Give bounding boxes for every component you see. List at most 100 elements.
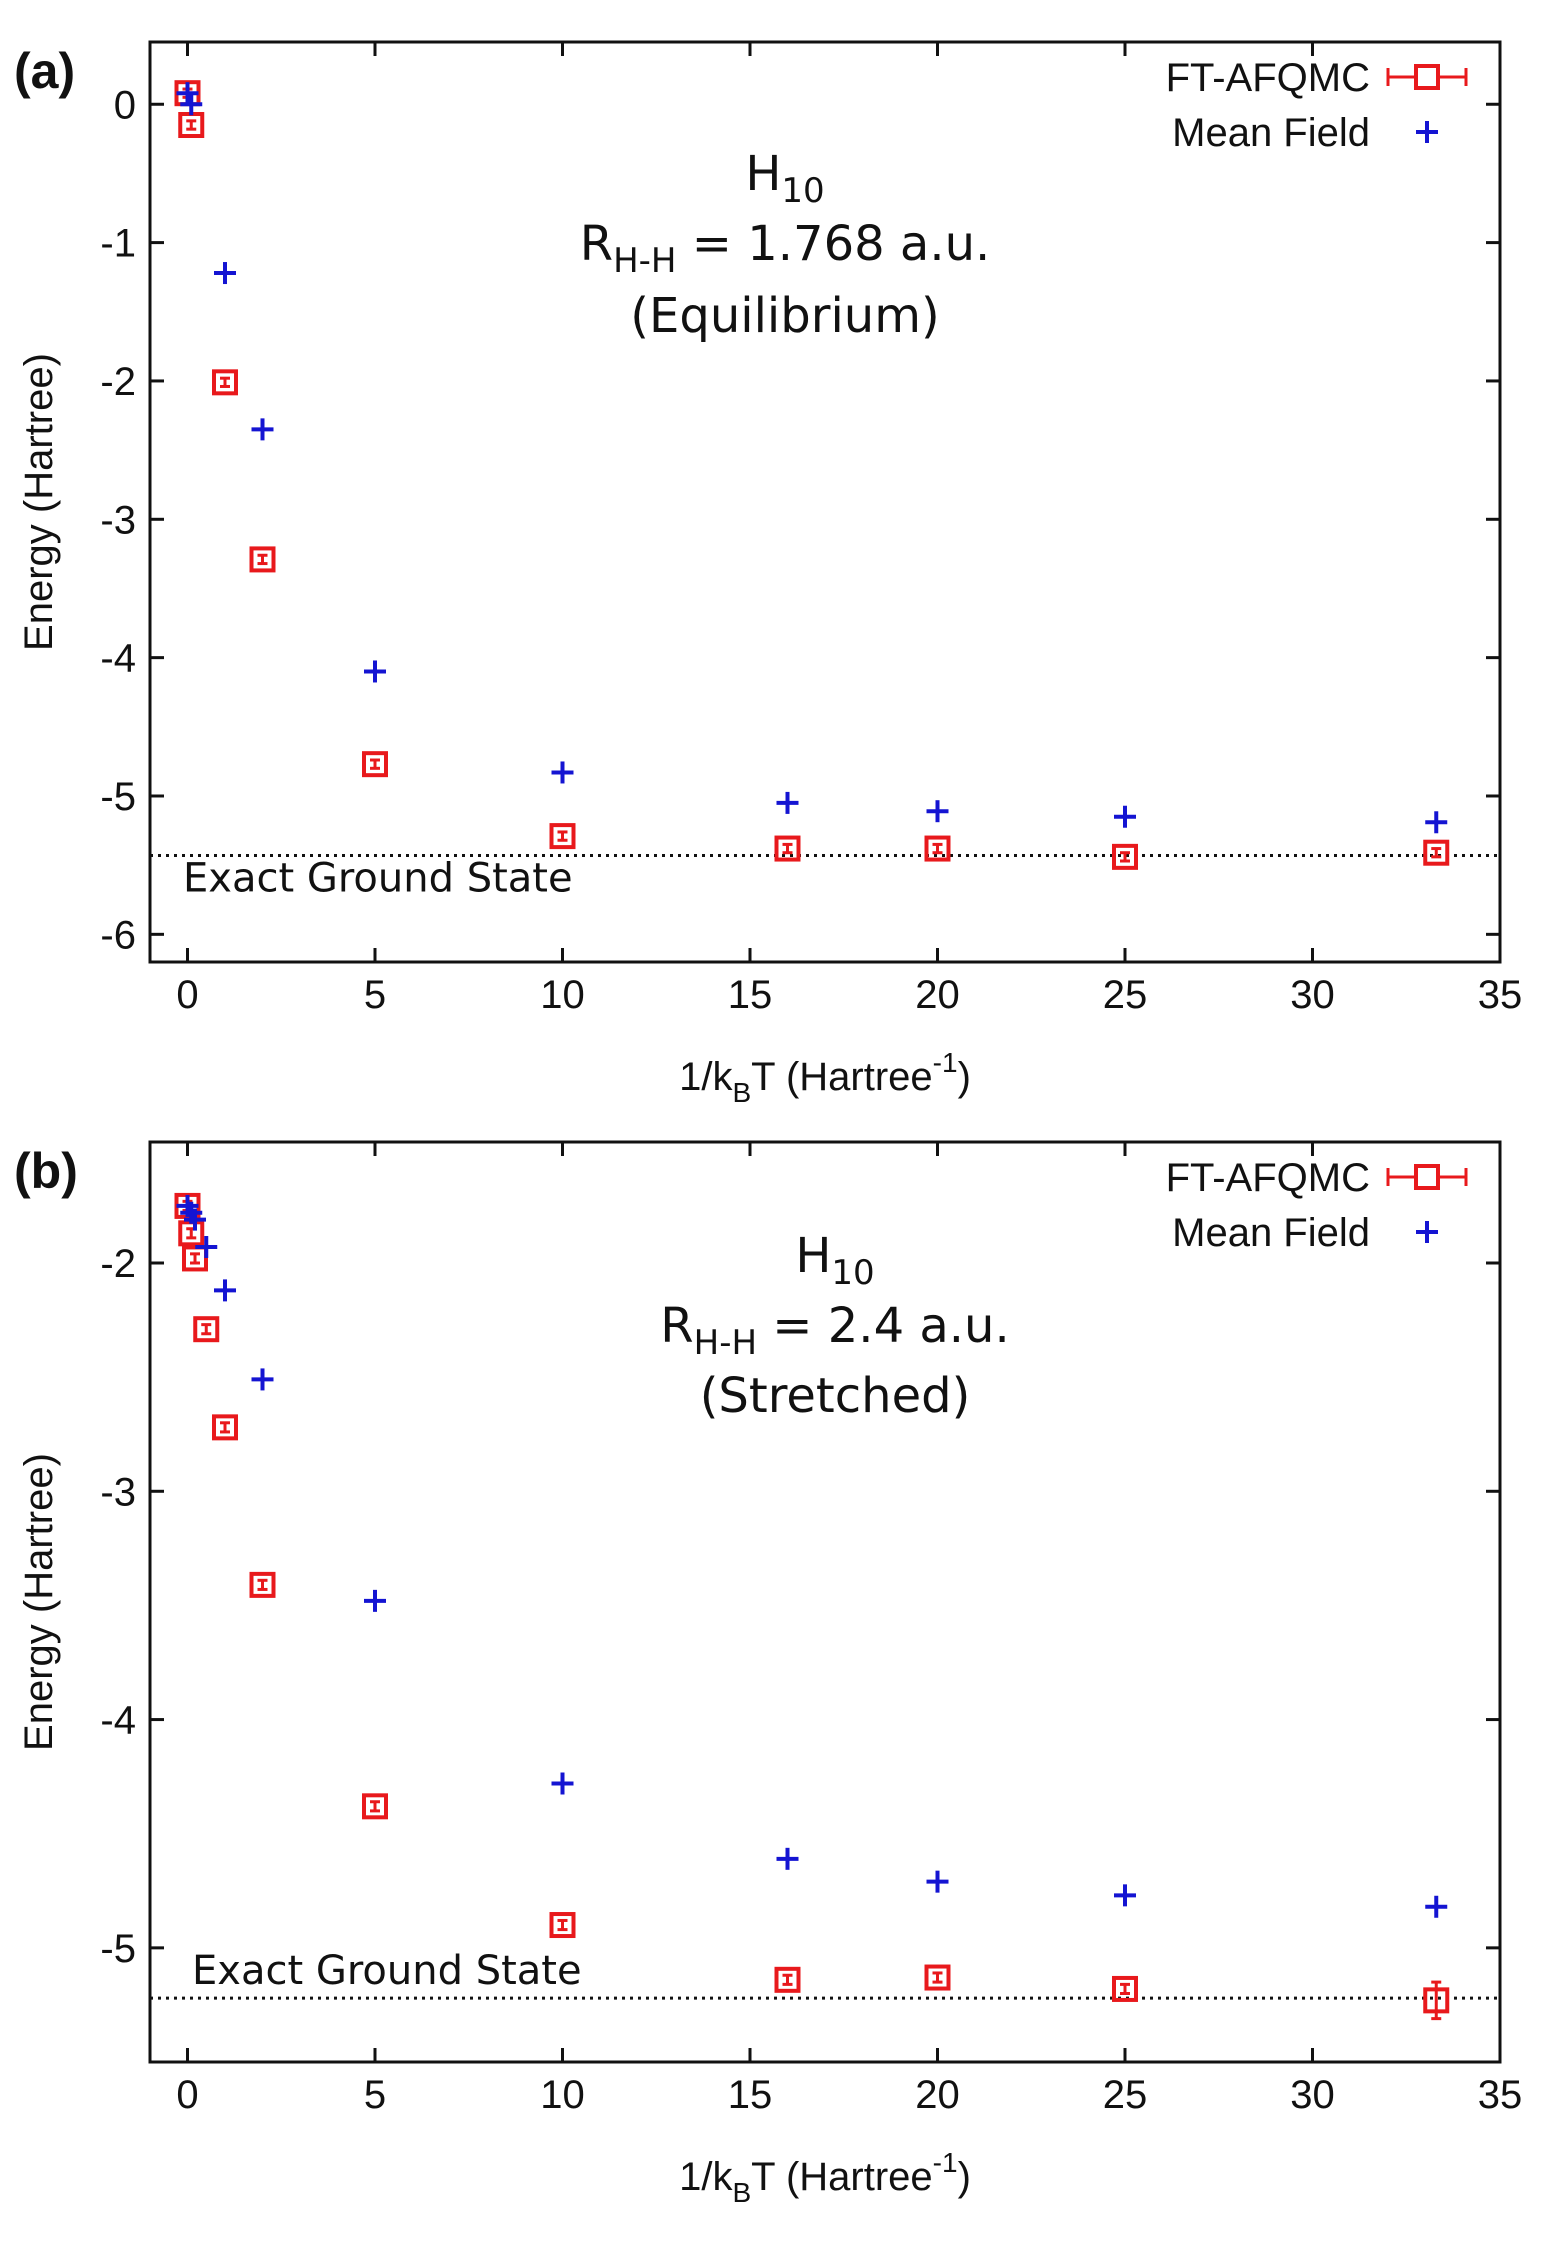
molecule-label: H10 [795, 1228, 874, 1293]
molecule-label: H10 [745, 146, 824, 211]
x-axis-label-sub: B [732, 2177, 751, 2208]
mean-field-point [214, 262, 236, 285]
bond-length-label: RH-H = 1.768 a.u. [580, 216, 991, 281]
y-tick-label: -4 [100, 1699, 136, 1743]
ft-afqmc-point [774, 835, 801, 862]
mean-field-point [776, 791, 799, 814]
x-tick-label: 5 [364, 973, 386, 1017]
y-tick-label: -5 [100, 775, 136, 819]
panel-label: (a) [14, 43, 75, 99]
legend-square [1414, 1164, 1440, 1190]
ft-afqmc-point [924, 835, 951, 862]
ft-afqmc-point [249, 1571, 276, 1598]
series-ft-afqmc [174, 1192, 1450, 2021]
ft-afqmc-point [182, 1245, 208, 1272]
ft-afqmc-point [362, 1793, 388, 1820]
mean-field-point [926, 800, 949, 823]
x-tick-label: 0 [176, 973, 198, 1017]
x-tick-label: 10 [540, 2073, 585, 2117]
x-tick-label: 35 [1478, 973, 1523, 1017]
bond-value: = 2.4 a.u. [757, 1298, 1010, 1354]
x-axis-label-sub: B [732, 1077, 751, 1108]
square-marker [1423, 1987, 1450, 2014]
x-tick-label: 30 [1290, 2073, 1335, 2117]
y-tick-label: -3 [100, 498, 136, 542]
legend-square [1414, 64, 1440, 90]
x-axis-label-sup: -1 [933, 2147, 958, 2178]
y-axis-ticks: 0 -1 -2 -3 -4 -5 -6 [100, 83, 1500, 957]
mean-field-point [251, 418, 274, 441]
square-marker [1112, 843, 1138, 870]
mean-field-point [184, 1208, 206, 1231]
square-marker [1112, 1975, 1138, 2002]
y-tick-label: -1 [100, 222, 136, 266]
ft-afqmc-point [178, 112, 205, 139]
mean-field-point [1114, 1884, 1136, 1907]
square-marker [362, 751, 388, 778]
mean-field-point [776, 1847, 799, 1870]
x-axis-ticks: 0 5 10 15 20 25 30 35 [176, 42, 1522, 1017]
mean-field-point [551, 1772, 574, 1795]
ft-afqmc-point [549, 823, 576, 850]
ft-afqmc-point [549, 1912, 576, 1939]
legend-symbol-ft-afqmc [1386, 64, 1468, 90]
series-mean-field [176, 1194, 1448, 1918]
ft-afqmc-point [249, 546, 276, 573]
legend: FT-AFQMC Mean Field [1166, 1156, 1468, 1255]
x-tick-label: 30 [1290, 973, 1335, 1017]
y-tick-label: -2 [100, 360, 136, 404]
bond-base: R [580, 216, 613, 272]
regime-label: (Stretched) [700, 1368, 971, 1424]
square-marker [924, 1964, 951, 1991]
molecule-base: H [745, 146, 781, 202]
plot-frame [148, 40, 1502, 964]
square-marker [212, 1414, 238, 1441]
plot-frame [148, 1140, 1502, 2064]
molecule-base: H [795, 1228, 831, 1284]
x-tick-label: 35 [1478, 2073, 1523, 2117]
ft-afqmc-point [924, 1964, 951, 1991]
square-marker [1423, 839, 1450, 866]
legend-label-ft-afqmc: FT-AFQMC [1166, 1156, 1370, 1200]
legend-label-mean-field: Mean Field [1172, 111, 1370, 155]
bond-value: = 1.768 a.u. [677, 216, 991, 272]
y-tick-label: -5 [100, 1927, 136, 1971]
ft-afqmc-point [178, 1220, 205, 1247]
y-tick-label: -4 [100, 637, 136, 681]
legend-label-ft-afqmc: FT-AFQMC [1166, 56, 1370, 100]
mean-field-point [180, 93, 203, 116]
square-marker [774, 1966, 801, 1993]
mean-field-point [251, 1368, 274, 1391]
ft-afqmc-point [774, 1966, 801, 1993]
regime-label: (Equilibrium) [630, 288, 939, 344]
x-tick-label: 0 [176, 2073, 198, 2117]
x-axis-label-base: 1/k [679, 2155, 733, 2199]
x-axis-label: 1/kBT (Hartree-1) [679, 2147, 971, 2208]
y-tick-label: -3 [100, 1470, 136, 1514]
bond-sub: H-H [613, 241, 676, 281]
square-marker [774, 835, 801, 862]
legend-symbol-ft-afqmc [1386, 1164, 1468, 1190]
y-tick-label: -2 [100, 1242, 136, 1286]
mean-field-point [926, 1870, 949, 1893]
x-axis-label-mid: T (Hartree [751, 2155, 933, 2199]
x-axis-label-sup: -1 [933, 1047, 958, 1078]
legend-label-mean-field: Mean Field [1172, 1211, 1370, 1255]
x-tick-label: 20 [915, 973, 960, 1017]
square-marker [362, 1793, 388, 1820]
mean-field-point [1114, 805, 1136, 828]
y-tick-label: -6 [100, 913, 136, 957]
legend: FT-AFQMC Mean Field [1166, 56, 1468, 155]
x-axis-label-mid: T (Hartree [751, 1055, 933, 1099]
legend-symbol-mean-field [1416, 121, 1438, 143]
ft-afqmc-point [212, 369, 238, 396]
ft-afqmc-point [193, 1316, 220, 1343]
x-axis-ticks: 0 5 10 15 20 25 30 35 [176, 1142, 1522, 2117]
mean-field-point [364, 1589, 386, 1612]
mean-field-point [176, 82, 199, 105]
chart-panel-a: (a) 0 5 10 15 20 25 30 35 0 -1 -2 -3 -4 -5 -6 1/kBT (Har… [14, 40, 1522, 1108]
y-tick-label: 0 [114, 83, 136, 127]
mean-field-point [1425, 811, 1448, 834]
legend-symbol-mean-field [1416, 1221, 1438, 1243]
